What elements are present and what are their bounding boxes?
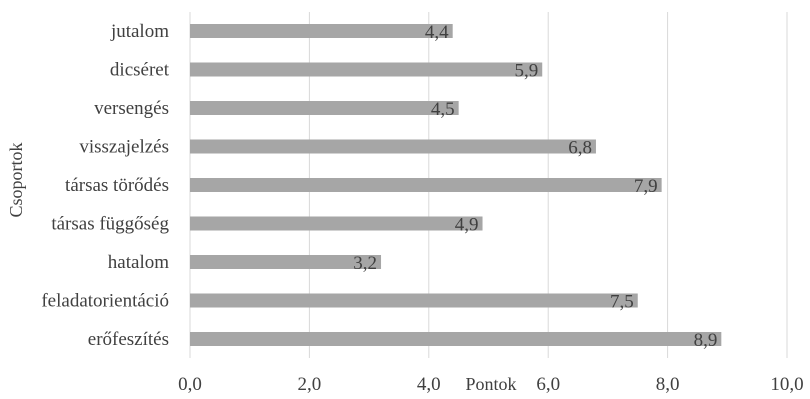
- x-tick-label: 2,0: [298, 374, 322, 395]
- data-label: 4,5: [431, 99, 455, 120]
- x-tick-label: 0,0: [178, 374, 202, 395]
- data-label: 4,9: [455, 215, 479, 236]
- category-label: dicséret: [110, 60, 170, 81]
- category-label: versengés: [94, 98, 169, 119]
- bar: [190, 293, 638, 308]
- category-labels: jutalom dicséret versengés visszajelzés társ…: [41, 21, 169, 350]
- category-label: visszajelzés: [79, 137, 169, 158]
- category-label: erőfeszítés: [88, 329, 169, 350]
- category-label: hatalom: [108, 252, 169, 273]
- y-axis-title: Csoportok: [6, 142, 26, 217]
- bar: [190, 24, 453, 38]
- category-label: társas függőség: [51, 214, 169, 235]
- category-label: társas törődés: [65, 175, 169, 196]
- data-label: 7,5: [610, 292, 634, 313]
- data-labels: 4,4 5,9 4,5 6,8 7,9 4,9 3,2 7,5 8,9: [353, 22, 717, 351]
- bar-layer: [190, 24, 722, 346]
- data-label: 8,9: [694, 330, 718, 351]
- data-label: 6,8: [568, 138, 592, 159]
- bar: [190, 255, 382, 269]
- bar: [190, 178, 662, 192]
- bar: [190, 101, 459, 115]
- data-label: 3,2: [353, 253, 377, 274]
- x-tick-label: 10,0: [770, 374, 803, 395]
- category-label: jutalom: [110, 21, 169, 42]
- data-label: 5,9: [514, 61, 538, 82]
- bar: [190, 139, 596, 154]
- category-label: feladatorientáció: [41, 291, 169, 312]
- data-label: 4,4: [425, 22, 449, 43]
- data-label: 7,9: [634, 176, 658, 197]
- x-tick-labels: 0,0 2,0 4,0 6,0 8,0 10,0: [178, 374, 804, 395]
- bar: [190, 332, 722, 346]
- x-tick-label: 4,0: [417, 374, 441, 395]
- bar: [190, 216, 483, 231]
- x-tick-label: 6,0: [536, 374, 560, 395]
- x-tick-label: 8,0: [656, 374, 680, 395]
- x-axis-title: Pontok: [465, 374, 516, 394]
- bar: [190, 62, 543, 77]
